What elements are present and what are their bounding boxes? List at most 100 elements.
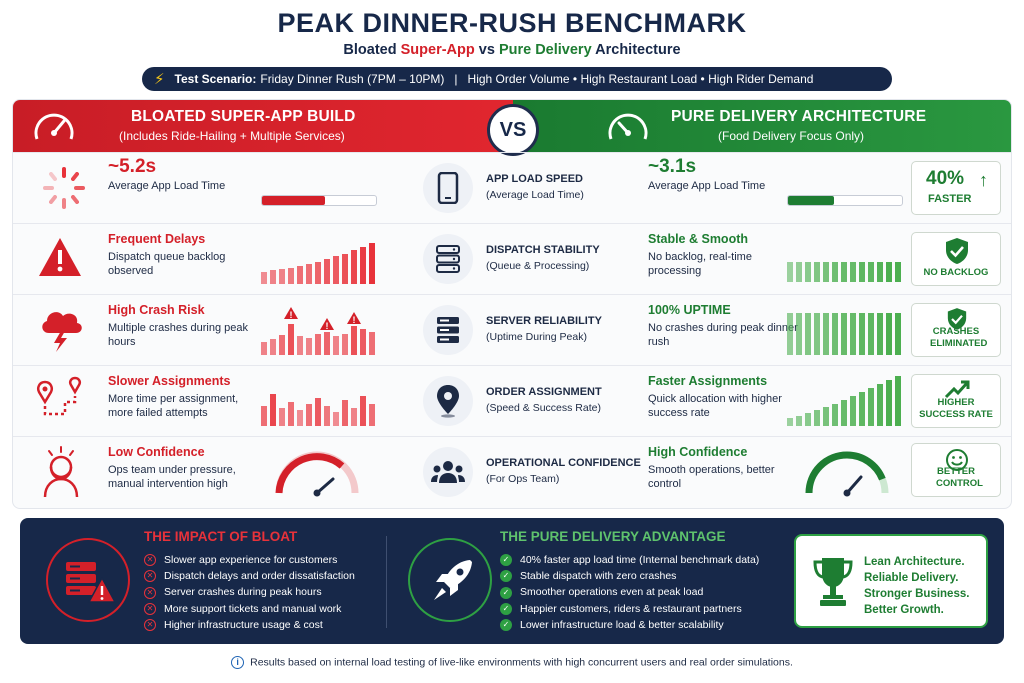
- page-subtitle: Bloated Super-App vs Pure Delivery Archi…: [0, 42, 1024, 58]
- low-confidence-gauge-icon: [275, 451, 359, 497]
- left-metric-desc: Ops team under pressure, manual interven…: [108, 464, 236, 490]
- success-rate-badge: HIGHER SUCCESS RATE: [911, 374, 1001, 428]
- storm-cloud-icon: [42, 312, 82, 352]
- rocket-icon: [434, 560, 472, 600]
- warning-triangle-icon: [39, 238, 81, 276]
- impact-item-text: Dispatch delays and order dissatisfactio…: [164, 570, 355, 583]
- advantage-title: THE PURE DELIVERY ADVANTAGE: [500, 529, 726, 544]
- list-item: ✓ Happier customers, riders & restaurant …: [500, 601, 759, 617]
- metric-title: SERVER RELIABILITY: [486, 315, 602, 327]
- badge-percent: 40%: [926, 168, 965, 189]
- stressed-person-icon: [43, 446, 79, 498]
- location-pin-icon-bg: [423, 376, 473, 426]
- team-icon-bg: [423, 447, 473, 497]
- left-metric-desc: Average App Load Time: [108, 180, 226, 192]
- metric-subtitle: (Average Load Time): [486, 189, 584, 201]
- trophy-icon: [813, 558, 853, 606]
- speedometer-icon: [608, 113, 648, 140]
- check-circle-icon: ✓: [500, 554, 512, 567]
- trend-up-icon: [944, 380, 970, 399]
- advantage-item-text: Lower infrastructure load & better scala…: [520, 618, 724, 631]
- badge-label: HIGHER SUCCESS RATE: [919, 397, 993, 420]
- badge-label: NO BACKLOG: [923, 267, 989, 278]
- server-warning-icon: [66, 562, 116, 603]
- location-pin-icon: [437, 385, 459, 418]
- right-header-title: PURE DELIVERY ARCHITECTURE: [671, 108, 927, 125]
- crash-risk-bars: !!!: [261, 307, 375, 355]
- right-header-subtitle: (Food Delivery Focus Only): [718, 129, 865, 143]
- advantage-item-text: Smoother operations even at peak load: [520, 586, 704, 599]
- advantage-icon-circle: [408, 538, 492, 622]
- subtitle-part1: Bloated: [343, 42, 397, 58]
- summary-panel: THE IMPACT OF BLOAT ✕ Slower app experien…: [20, 518, 1004, 644]
- left-header: BLOATED SUPER-APP BUILD (Includes Ride-H…: [13, 100, 513, 152]
- scenario-label: Test Scenario:: [174, 72, 257, 86]
- list-item: ✓ Smoother operations even at peak load: [500, 584, 759, 600]
- metric-title: ORDER ASSIGNMENT: [486, 386, 602, 398]
- high-confidence-gauge-icon: [805, 451, 889, 497]
- scenario-text: Friday Dinner Rush (7PM – 10PM) | High O…: [260, 72, 814, 86]
- server-stack-icon-bg: [423, 305, 473, 355]
- left-metric-title: Frequent Delays: [108, 232, 206, 246]
- lean-line: Lean Architecture.: [864, 556, 965, 568]
- left-header-title: BLOATED SUPER-APP BUILD: [131, 108, 356, 125]
- subtitle-part3: Architecture: [595, 42, 681, 58]
- lean-lines: Lean Architecture. Reliable Delivery. St…: [864, 554, 969, 618]
- metric-title: DISPATCH STABILITY: [486, 244, 600, 256]
- right-progress-bar: [787, 195, 903, 206]
- badge-label: FASTER: [928, 193, 972, 205]
- better-control-badge: BETTER CONTROL: [911, 443, 1001, 497]
- list-item: ✓ 40% faster app load time (Internal benc…: [500, 552, 759, 568]
- right-metric-title: 100% UPTIME: [648, 303, 731, 317]
- impact-item-text: Server crashes during peak hours: [164, 586, 322, 599]
- right-metric-title: High Confidence: [648, 445, 748, 459]
- x-circle-icon: ✕: [144, 602, 156, 615]
- lean-line: Better Growth.: [864, 604, 944, 616]
- speedometer-icon: [34, 113, 74, 140]
- list-item: ✕ Server crashes during peak hours: [144, 584, 355, 600]
- subtitle-part2: vs: [478, 42, 495, 58]
- impact-item-text: Higher infrastructure usage & cost: [164, 618, 323, 631]
- advantage-item-text: Happier customers, riders & restaurant p…: [520, 602, 742, 615]
- right-metric-desc: Smooth operations, better control: [648, 464, 775, 490]
- dispatch-queue-bars: [261, 243, 375, 284]
- advantage-item-text: Stable dispatch with zero crashes: [520, 570, 677, 583]
- x-circle-icon: ✕: [144, 618, 156, 631]
- left-metric-title: Slower Assignments: [108, 374, 231, 388]
- x-circle-icon: ✕: [144, 570, 156, 583]
- lean-line: Stronger Business.: [864, 588, 970, 600]
- badge-label: BETTER CONTROL: [936, 466, 983, 489]
- list-item: ✕ More support tickets and manual work: [144, 601, 355, 617]
- page-title: PEAK DINNER-RUSH BENCHMARK: [277, 8, 747, 38]
- list-item: ✕ Slower app experience for customers: [144, 552, 355, 568]
- check-circle-icon: ✓: [500, 570, 512, 583]
- impact-item-text: More support tickets and manual work: [164, 602, 342, 615]
- footnote-text: Results based on internal load testing o…: [250, 656, 793, 669]
- assignment-rising-bars: [787, 376, 901, 426]
- uptime-bars: [787, 313, 901, 355]
- list-item: ✕ Higher infrastructure usage & cost: [144, 617, 355, 633]
- check-circle-icon: ✓: [500, 586, 512, 599]
- assignment-bars: [261, 394, 375, 426]
- crashes-eliminated-badge: CRASHES ELIMINATED: [911, 303, 1001, 357]
- metric-subtitle: (Speed & Success Rate): [486, 402, 601, 414]
- right-metric-desc: Average App Load Time: [648, 180, 766, 192]
- left-progress-bar: [261, 195, 377, 206]
- right-metric-title: Stable & Smooth: [648, 232, 749, 246]
- shield-check-icon: [947, 308, 967, 330]
- faster-badge: 40% ↑ FASTER: [911, 161, 1001, 215]
- lean-callout: Lean Architecture. Reliable Delivery. St…: [794, 534, 988, 628]
- svg-text:!: !: [290, 310, 293, 320]
- smiley-icon: [946, 449, 968, 471]
- no-backlog-badge: NO BACKLOG: [911, 232, 1001, 286]
- lean-line: Reliable Delivery.: [864, 572, 959, 584]
- list-item: ✓ Lower infrastructure load & better scal…: [500, 617, 759, 633]
- metric-title: OPERATIONAL CONFIDENCE: [486, 457, 641, 469]
- subtitle-red: Super-App: [400, 42, 475, 58]
- x-circle-icon: ✕: [144, 554, 156, 567]
- list-item: ✕ Dispatch delays and order dissatisfacti…: [144, 568, 355, 584]
- advantage-item-text: 40% faster app load time (Internal bench…: [520, 554, 760, 566]
- metric-subtitle: (Uptime During Peak): [486, 331, 587, 343]
- subtitle-green: Pure Delivery: [498, 42, 592, 58]
- right-metric-title: Faster Assignments: [648, 374, 768, 388]
